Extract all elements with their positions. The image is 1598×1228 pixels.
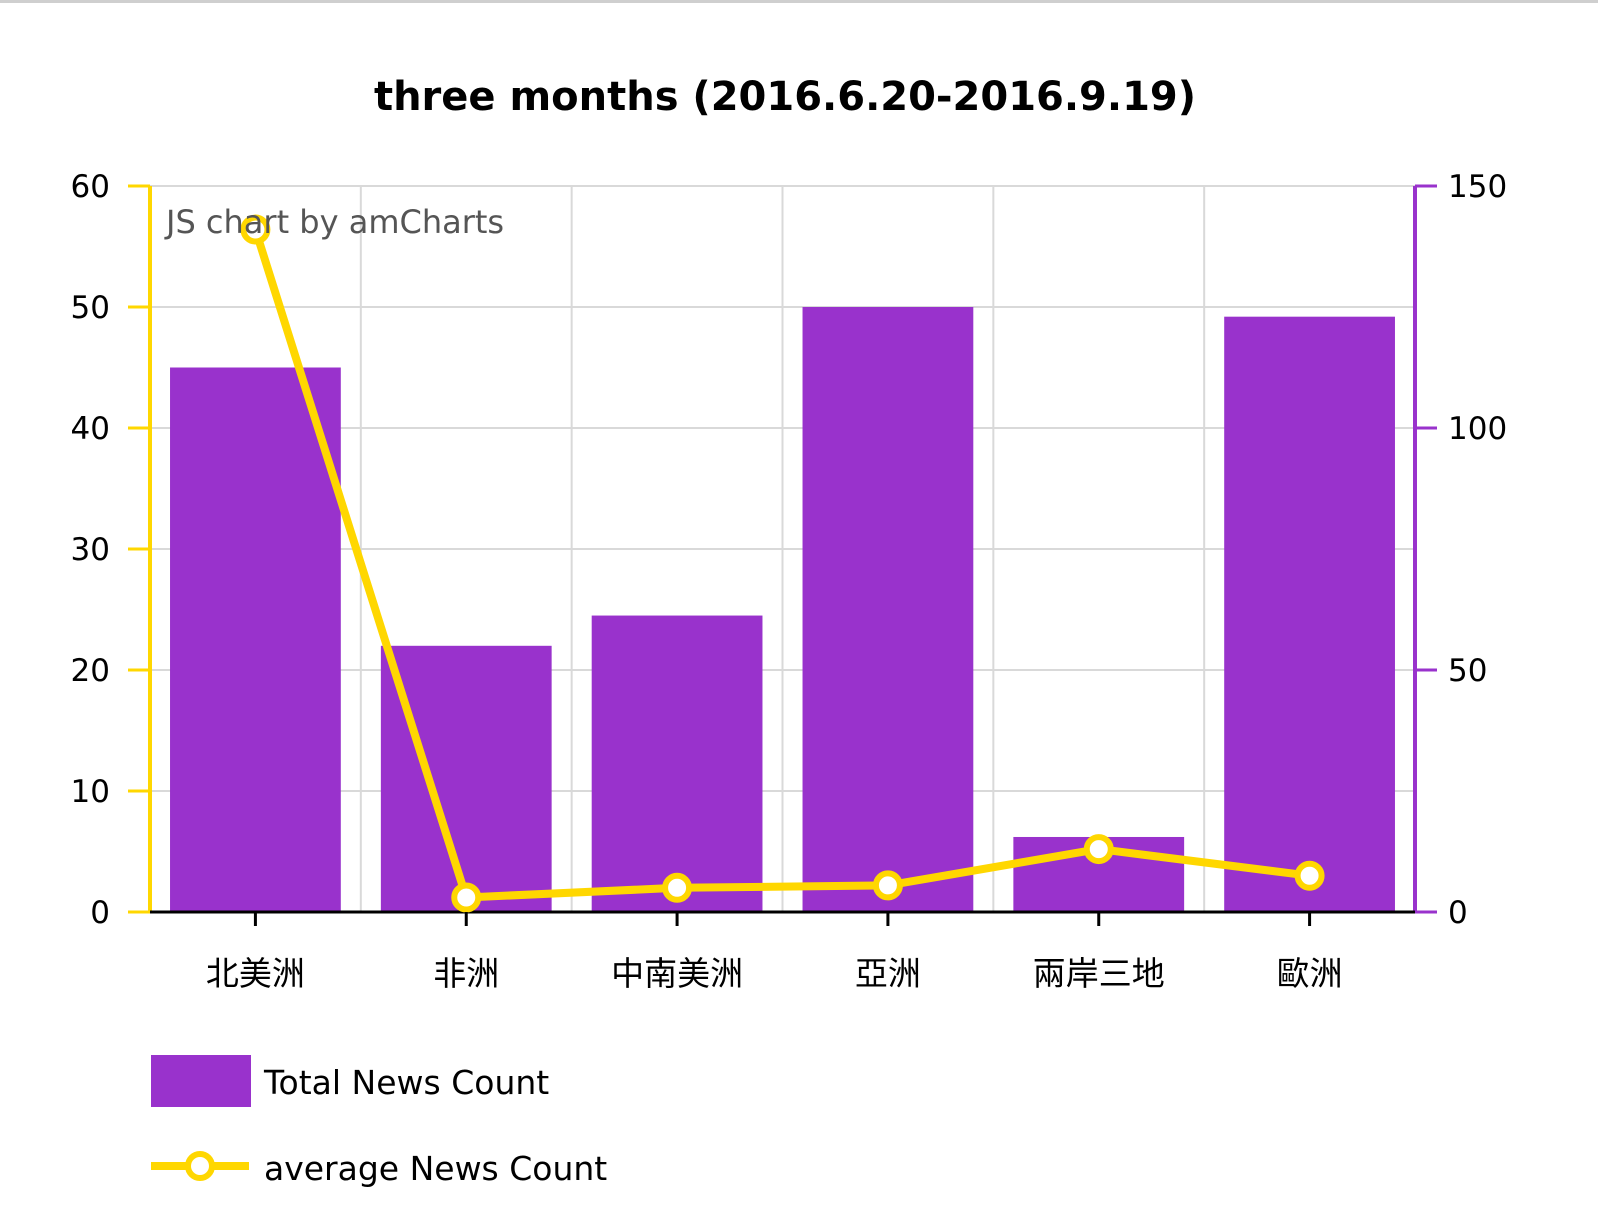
category-labels: 北美洲 非洲 中南美洲 亞洲 兩岸三地 歐洲 (206, 912, 1343, 993)
bar[interactable] (170, 367, 341, 913)
average-line (251, 228, 1311, 902)
y-tick-label-left: 60 (71, 169, 110, 205)
y-tick-label-left: 10 (71, 774, 110, 810)
y-tick-label-left: 30 (71, 532, 110, 568)
bar[interactable] (591, 615, 763, 912)
bar[interactable] (1224, 316, 1395, 912)
legend-line-marker (185, 1151, 215, 1181)
y-tick-label-right: 150 (1448, 169, 1507, 205)
x-category-label: 亞洲 (855, 954, 921, 993)
y-tick-label-right: 0 (1448, 895, 1468, 931)
legend-label-total[interactable]: Total News Count (263, 1063, 549, 1102)
line-point[interactable] (1083, 834, 1114, 865)
x-category-label: 北美洲 (206, 954, 305, 993)
y-tick-label-left: 20 (71, 653, 110, 689)
y-tick-label-left: 40 (71, 411, 110, 447)
bar[interactable] (380, 645, 552, 912)
line-point[interactable] (872, 870, 903, 901)
amcharts-credit[interactable]: JS chart by amCharts (164, 203, 504, 241)
y-tick-label-right: 50 (1448, 653, 1487, 689)
x-category-label: 兩岸三地 (1033, 954, 1165, 993)
line-series (240, 214, 1325, 913)
line-point[interactable] (1294, 860, 1325, 891)
x-category-label: 中南美洲 (611, 954, 743, 993)
y-tick-label-right: 100 (1448, 411, 1507, 447)
chart-title: three months (2016.6.20-2016.9.19) (374, 74, 1196, 120)
y-tick-label-left: 0 (90, 895, 110, 931)
line-point[interactable] (451, 882, 482, 913)
x-category-label: 非洲 (433, 954, 499, 993)
bars (170, 307, 1395, 912)
y-tick-label-left: 50 (71, 290, 110, 326)
x-category-label: 歐洲 (1277, 954, 1343, 993)
legend-label-average[interactable]: average News Count (264, 1149, 607, 1188)
top-border (0, 0, 1598, 3)
line-point[interactable] (240, 214, 271, 245)
legend-bar-swatch (151, 1055, 251, 1107)
legend: Total News Count average News Count (151, 1055, 607, 1188)
bar[interactable] (802, 307, 974, 912)
line-point[interactable] (662, 872, 693, 903)
axes: 0 10 20 30 40 50 60 0 50 100 150 (71, 169, 1508, 931)
